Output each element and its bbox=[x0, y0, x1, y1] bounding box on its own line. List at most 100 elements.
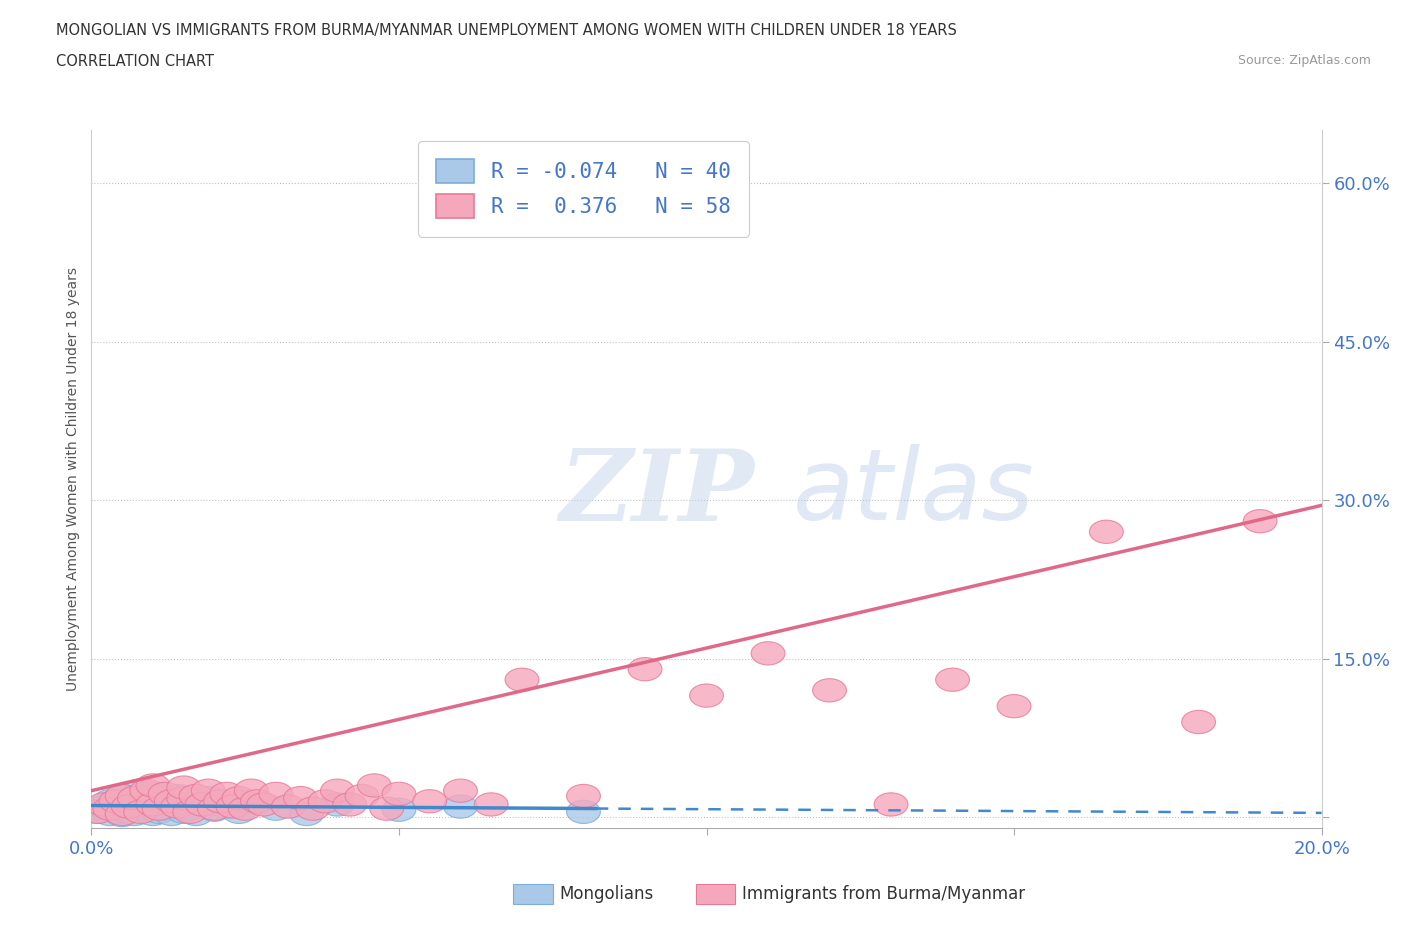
Ellipse shape bbox=[186, 792, 219, 817]
Ellipse shape bbox=[173, 800, 207, 823]
Ellipse shape bbox=[259, 797, 292, 820]
Ellipse shape bbox=[1090, 520, 1123, 543]
Ellipse shape bbox=[167, 787, 201, 810]
Ellipse shape bbox=[167, 776, 201, 799]
Ellipse shape bbox=[167, 800, 201, 823]
Ellipse shape bbox=[98, 797, 134, 820]
Ellipse shape bbox=[370, 797, 404, 820]
Ellipse shape bbox=[142, 782, 176, 805]
Ellipse shape bbox=[155, 790, 188, 813]
Ellipse shape bbox=[105, 803, 139, 826]
Ellipse shape bbox=[105, 784, 139, 807]
Ellipse shape bbox=[105, 804, 139, 827]
Ellipse shape bbox=[124, 779, 157, 803]
Ellipse shape bbox=[191, 787, 225, 810]
Ellipse shape bbox=[191, 779, 225, 803]
Ellipse shape bbox=[228, 790, 262, 813]
Ellipse shape bbox=[179, 784, 212, 807]
Text: atlas: atlas bbox=[793, 445, 1035, 541]
Ellipse shape bbox=[105, 784, 139, 807]
Ellipse shape bbox=[413, 790, 447, 813]
Ellipse shape bbox=[1181, 711, 1216, 734]
Ellipse shape bbox=[443, 171, 478, 194]
Ellipse shape bbox=[209, 782, 243, 805]
Ellipse shape bbox=[179, 803, 212, 826]
Ellipse shape bbox=[173, 797, 207, 820]
Ellipse shape bbox=[443, 779, 478, 803]
Ellipse shape bbox=[240, 790, 274, 813]
Ellipse shape bbox=[142, 797, 176, 820]
Ellipse shape bbox=[197, 798, 232, 821]
Ellipse shape bbox=[474, 792, 508, 817]
Text: Mongolians: Mongolians bbox=[560, 884, 654, 903]
Ellipse shape bbox=[136, 792, 170, 817]
Ellipse shape bbox=[136, 803, 170, 826]
Ellipse shape bbox=[295, 797, 330, 820]
Ellipse shape bbox=[567, 800, 600, 823]
Ellipse shape bbox=[505, 668, 538, 691]
Ellipse shape bbox=[124, 792, 157, 817]
Ellipse shape bbox=[87, 792, 121, 817]
Ellipse shape bbox=[290, 803, 323, 826]
Ellipse shape bbox=[136, 774, 170, 797]
Ellipse shape bbox=[321, 792, 354, 817]
Ellipse shape bbox=[308, 790, 342, 813]
Ellipse shape bbox=[93, 797, 127, 820]
Ellipse shape bbox=[344, 784, 380, 807]
Ellipse shape bbox=[87, 795, 121, 818]
Ellipse shape bbox=[284, 787, 318, 810]
Ellipse shape bbox=[136, 787, 170, 810]
Ellipse shape bbox=[321, 779, 354, 803]
Ellipse shape bbox=[204, 790, 238, 813]
Ellipse shape bbox=[751, 642, 785, 665]
Ellipse shape bbox=[118, 787, 152, 810]
Ellipse shape bbox=[93, 790, 127, 813]
Ellipse shape bbox=[246, 792, 281, 817]
Ellipse shape bbox=[148, 790, 183, 813]
Ellipse shape bbox=[271, 795, 305, 818]
Text: MONGOLIAN VS IMMIGRANTS FROM BURMA/MYANMAR UNEMPLOYMENT AMONG WOMEN WITH CHILDRE: MONGOLIAN VS IMMIGRANTS FROM BURMA/MYANM… bbox=[56, 23, 957, 38]
Ellipse shape bbox=[235, 779, 269, 803]
Ellipse shape bbox=[222, 800, 256, 823]
Ellipse shape bbox=[136, 795, 170, 818]
Ellipse shape bbox=[997, 695, 1031, 718]
Ellipse shape bbox=[80, 800, 114, 823]
Y-axis label: Unemployment Among Women with Children Under 18 years: Unemployment Among Women with Children U… bbox=[66, 267, 80, 691]
Ellipse shape bbox=[935, 668, 970, 691]
Legend: R = -0.074   N = 40, R =  0.376   N = 58: R = -0.074 N = 40, R = 0.376 N = 58 bbox=[418, 140, 749, 236]
Text: ZIP: ZIP bbox=[558, 445, 754, 541]
Ellipse shape bbox=[228, 797, 262, 820]
Text: Source: ZipAtlas.com: Source: ZipAtlas.com bbox=[1237, 54, 1371, 67]
Ellipse shape bbox=[80, 800, 114, 823]
Ellipse shape bbox=[689, 684, 724, 707]
Ellipse shape bbox=[142, 800, 176, 823]
Ellipse shape bbox=[148, 797, 183, 820]
Ellipse shape bbox=[129, 790, 163, 813]
Text: CORRELATION CHART: CORRELATION CHART bbox=[56, 54, 214, 69]
Ellipse shape bbox=[129, 779, 163, 803]
Ellipse shape bbox=[186, 792, 219, 817]
Ellipse shape bbox=[217, 795, 250, 818]
Ellipse shape bbox=[155, 792, 188, 817]
Ellipse shape bbox=[118, 787, 152, 810]
Ellipse shape bbox=[148, 782, 183, 805]
Ellipse shape bbox=[111, 795, 145, 818]
Ellipse shape bbox=[167, 790, 201, 813]
Ellipse shape bbox=[628, 658, 662, 681]
Ellipse shape bbox=[118, 803, 152, 826]
Ellipse shape bbox=[382, 798, 416, 821]
Ellipse shape bbox=[357, 774, 391, 797]
Ellipse shape bbox=[1243, 510, 1277, 533]
Ellipse shape bbox=[98, 790, 134, 813]
Ellipse shape bbox=[197, 797, 232, 820]
Ellipse shape bbox=[382, 782, 416, 805]
Ellipse shape bbox=[129, 798, 163, 821]
Ellipse shape bbox=[333, 792, 367, 817]
Ellipse shape bbox=[124, 800, 157, 823]
Ellipse shape bbox=[155, 803, 188, 826]
Ellipse shape bbox=[160, 784, 194, 807]
Text: Immigrants from Burma/Myanmar: Immigrants from Burma/Myanmar bbox=[742, 884, 1025, 903]
Ellipse shape bbox=[259, 782, 292, 805]
Ellipse shape bbox=[222, 787, 256, 810]
Ellipse shape bbox=[813, 679, 846, 702]
